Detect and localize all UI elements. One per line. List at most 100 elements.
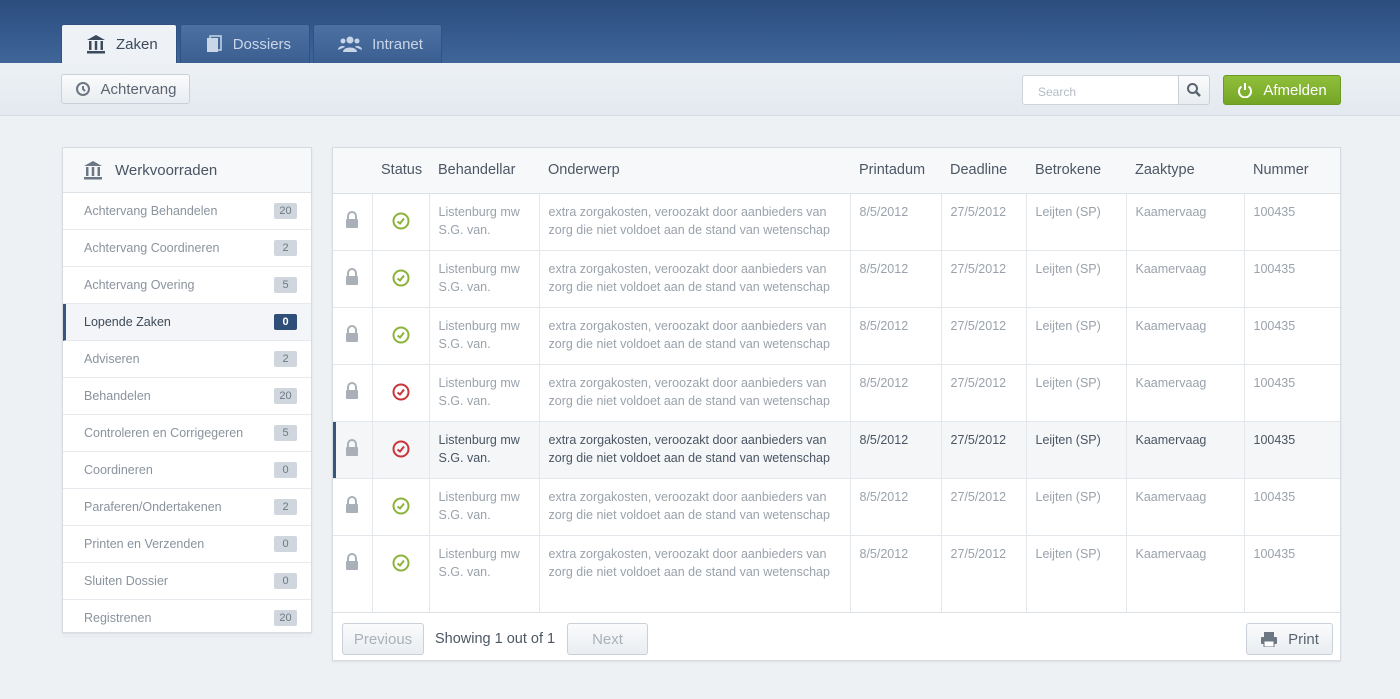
- print-button[interactable]: Print: [1246, 623, 1333, 655]
- table-row[interactable]: Listenburg mw S.G. van. extra zorgakosten…: [333, 364, 1340, 422]
- table-cell: extra zorgakosten, veroozakt door aanbie…: [539, 421, 851, 479]
- search-input[interactable]: Search: [1022, 75, 1179, 105]
- tab[interactable]: Dossiers: [179, 24, 311, 63]
- lock-cell: [333, 193, 373, 251]
- case-table: Status Behandellar Onderwerp Printadum Deadl…: [333, 148, 1340, 613]
- item-count: 2: [274, 499, 297, 515]
- status-cell: [372, 421, 430, 479]
- table-row[interactable]: Listenburg mw S.G. van. extra zorgakosten…: [333, 307, 1340, 365]
- label: Next: [592, 630, 623, 648]
- sidebar-header: Werkvoorraden: [63, 148, 311, 193]
- label: Previous: [353, 630, 413, 648]
- status-cell: [372, 478, 430, 536]
- icon: [1261, 632, 1278, 647]
- table-cell: 8/5/2012: [850, 250, 942, 308]
- table-row[interactable]: Listenburg mw S.G. van. extra zorgakosten…: [333, 193, 1340, 251]
- table-cell: Listenburg mw S.G. van.: [429, 364, 540, 422]
- sidebar-item[interactable]: Achtervang Overing 5: [63, 267, 311, 304]
- icon: [1238, 83, 1253, 98]
- item-count: 2: [274, 351, 297, 367]
- lock-icon: [346, 324, 359, 342]
- status-icon: [392, 383, 409, 400]
- sidebar-item[interactable]: Registrenen 20: [63, 600, 311, 637]
- table-cell: Leijten (SP): [1026, 364, 1127, 422]
- table-cell: Listenburg mw S.G. van.: [429, 250, 540, 308]
- table-cell: Leijten (SP): [1026, 478, 1127, 536]
- lock-cell: [333, 421, 373, 479]
- tab[interactable]: Intranet: [313, 24, 442, 63]
- item-count: 2: [274, 240, 297, 256]
- table-cell: Leijten (SP): [1026, 193, 1127, 251]
- item-label: Coordineren: [84, 463, 153, 477]
- table-cell: extra zorgakosten, veroozakt door aanbie…: [539, 535, 851, 613]
- tabs: Zaken Dossiers Intranet: [61, 24, 442, 63]
- item-label: Printen en Verzenden: [84, 537, 205, 551]
- table-cell: extra zorgakosten, veroozakt door aanbie…: [539, 364, 851, 422]
- table-cell: Listenburg mw S.G. van.: [429, 478, 540, 536]
- sidebar-item[interactable]: Controleren en Corrigegeren 5: [63, 415, 311, 452]
- icon: [338, 36, 363, 52]
- header-cell: Nummer: [1244, 148, 1340, 194]
- previous-button[interactable]: Previous: [342, 623, 424, 655]
- table-cell: 8/5/2012: [850, 364, 942, 422]
- lock-cell: [333, 307, 373, 365]
- table-cell: Listenburg mw S.G. van.: [429, 421, 540, 479]
- header-cell: Printadum: [850, 148, 941, 194]
- tab[interactable]: Zaken: [61, 24, 177, 63]
- sidebar-item[interactable]: Behandelen 20: [63, 378, 311, 415]
- pager: Previous Showing 1 out of 1 Next Print: [333, 616, 1340, 661]
- item-count: 20: [274, 388, 297, 404]
- status-icon: [392, 554, 409, 571]
- status-icon: [392, 212, 409, 229]
- lock-icon: [346, 267, 359, 285]
- sidebar-item[interactable]: Adviseren 2: [63, 341, 311, 378]
- item-count: 5: [274, 425, 297, 441]
- status-icon: [392, 497, 409, 514]
- table-cell: Kaamervaag: [1126, 364, 1245, 422]
- table-cell: 8/5/2012: [850, 535, 942, 613]
- sidebar-item[interactable]: Sluiten Dossier 0: [63, 563, 311, 600]
- sidebar-item[interactable]: Lopende Zaken 0: [63, 304, 311, 341]
- table-cell: Kaamervaag: [1126, 193, 1245, 251]
- label: Achtervang: [100, 80, 177, 98]
- table-row[interactable]: Listenburg mw S.G. van. extra zorgakosten…: [333, 421, 1340, 479]
- table-cell: 27/5/2012: [941, 364, 1027, 422]
- search-button[interactable]: [1178, 75, 1210, 105]
- table-row[interactable]: Listenburg mw S.G. van. extra zorgakosten…: [333, 478, 1340, 536]
- status-cell: [372, 535, 430, 613]
- item-count: 0: [274, 573, 297, 589]
- item-count: 20: [274, 203, 297, 219]
- next-button[interactable]: Next: [567, 623, 648, 655]
- table-row[interactable]: Listenburg mw S.G. van. extra zorgakosten…: [333, 535, 1340, 613]
- table-cell: Kaamervaag: [1126, 421, 1245, 479]
- table-cell: 8/5/2012: [850, 307, 942, 365]
- header-cell: Betrokene: [1026, 148, 1126, 194]
- table-cell: 100435: [1244, 364, 1340, 422]
- icon: [206, 35, 222, 52]
- table-cell: Kaamervaag: [1126, 307, 1245, 365]
- case-table-panel: Status Behandellar Onderwerp Printadum Deadl…: [332, 147, 1341, 661]
- sidebar-list: Achtervang Behandelen 20 Achtervang Coordi…: [63, 193, 311, 637]
- table-cell: 100435: [1244, 307, 1340, 365]
- table-cell: Listenburg mw S.G. van.: [429, 535, 540, 613]
- lock-icon: [346, 210, 359, 228]
- table-cell: Listenburg mw S.G. van.: [429, 193, 540, 251]
- sidebar-item[interactable]: Printen en Verzenden 0: [63, 526, 311, 563]
- sidebar-item[interactable]: Coordineren 0: [63, 452, 311, 489]
- sidebar-item[interactable]: Paraferen/Ondertakenen 2: [63, 489, 311, 526]
- logout-button[interactable]: Afmelden: [1223, 75, 1341, 105]
- item-label: Sluiten Dossier: [84, 574, 169, 588]
- table-cell: 8/5/2012: [850, 478, 942, 536]
- table-cell: Leijten (SP): [1026, 421, 1127, 479]
- sidebar-item[interactable]: Achtervang Coordineren 2: [63, 230, 311, 267]
- back-button[interactable]: Achtervang: [61, 74, 190, 104]
- pager-status: Showing 1 out of 1: [435, 631, 556, 647]
- lock-icon: [346, 552, 359, 570]
- tab-label: Zaken: [116, 35, 158, 53]
- sidebar-item[interactable]: Achtervang Behandelen 20: [63, 193, 311, 230]
- tab-label: Dossiers: [232, 35, 292, 53]
- item-label: Achtervang Overing: [84, 278, 195, 292]
- table-row[interactable]: Listenburg mw S.G. van. extra zorgakosten…: [333, 250, 1340, 308]
- table-cell: extra zorgakosten, veroozakt door aanbie…: [539, 478, 851, 536]
- header-cell: Zaaktype: [1126, 148, 1244, 194]
